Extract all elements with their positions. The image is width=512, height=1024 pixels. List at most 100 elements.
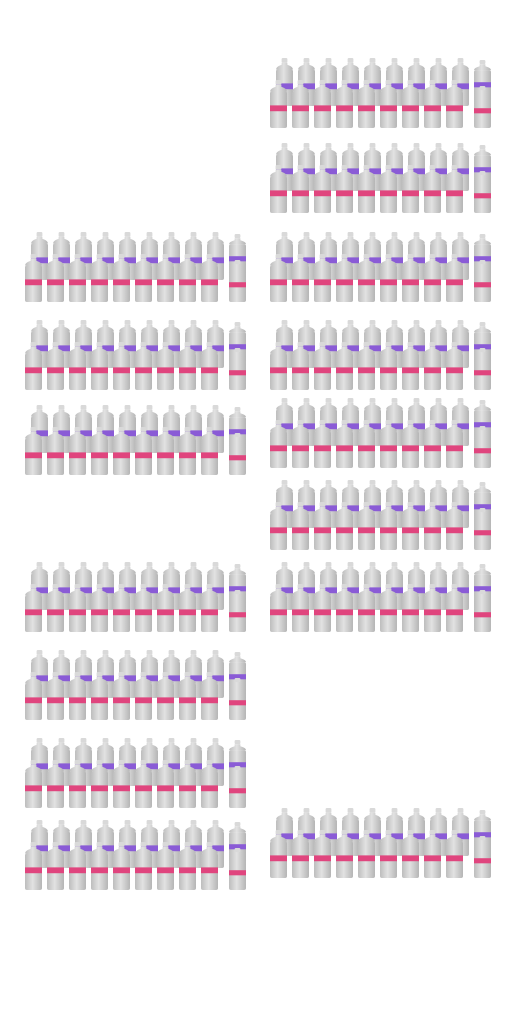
bottle-front	[69, 254, 86, 302]
bottle-front	[25, 427, 42, 475]
bottle-front	[47, 672, 64, 720]
bottle-front	[157, 672, 174, 720]
bottle-front	[179, 584, 196, 632]
bottle-front	[446, 165, 463, 213]
bottle-front	[446, 254, 463, 302]
bottle-front	[47, 584, 64, 632]
bottle-front	[314, 584, 331, 632]
bottle-front	[135, 342, 152, 390]
bottle-front	[25, 584, 42, 632]
bottle-front	[91, 760, 108, 808]
bottle-front	[380, 80, 397, 128]
bottle-side-front	[229, 348, 246, 390]
left-block-6	[25, 738, 246, 808]
bottle-front	[157, 342, 174, 390]
bottle-front	[25, 672, 42, 720]
bottle-front	[424, 830, 441, 878]
bottle-front	[336, 584, 353, 632]
bottle-front	[380, 830, 397, 878]
left-block-5	[25, 650, 246, 720]
bottle-front	[380, 584, 397, 632]
bottle-front	[446, 80, 463, 128]
bottle-side-front	[474, 836, 491, 878]
bottle-front	[358, 80, 375, 128]
right-block-1	[270, 58, 491, 128]
bottle-front	[424, 502, 441, 550]
bottle-front	[25, 342, 42, 390]
bottle-front	[201, 672, 218, 720]
bottle-front	[402, 502, 419, 550]
bottle-front	[69, 342, 86, 390]
bottle-front	[91, 842, 108, 890]
bottle-front	[69, 760, 86, 808]
bottle-front	[402, 420, 419, 468]
bottle-front	[358, 254, 375, 302]
bottle-side-front	[229, 590, 246, 632]
bottle-front	[358, 502, 375, 550]
bottle-front	[402, 165, 419, 213]
left-block-2	[25, 320, 246, 390]
bottle-front	[314, 165, 331, 213]
bottle-front	[314, 254, 331, 302]
bottle-side-front	[229, 260, 246, 302]
bottle-front	[113, 760, 130, 808]
bottle-front	[292, 830, 309, 878]
bottle-front	[270, 584, 287, 632]
bottle-front	[201, 584, 218, 632]
bottle-front	[402, 254, 419, 302]
bottle-front	[358, 165, 375, 213]
bottle-front	[358, 342, 375, 390]
bottle-side-front	[474, 426, 491, 468]
bottle-front	[314, 502, 331, 550]
bottle-side-front	[474, 508, 491, 550]
bottle-front	[270, 342, 287, 390]
bottle-front	[314, 342, 331, 390]
right-block-2	[270, 143, 491, 213]
bottle-front	[135, 427, 152, 475]
bottle-front	[270, 254, 287, 302]
bottle-front	[47, 842, 64, 890]
bottle-front	[157, 584, 174, 632]
bottle-front	[113, 672, 130, 720]
bottle-front	[157, 254, 174, 302]
bottle-front	[336, 342, 353, 390]
bottle-front	[314, 830, 331, 878]
bottle-front	[113, 254, 130, 302]
bottle-front	[69, 427, 86, 475]
bottle-front	[424, 584, 441, 632]
left-block-1	[25, 232, 246, 302]
right-block-5	[270, 398, 491, 468]
bottle-front	[380, 165, 397, 213]
bottle-front	[336, 254, 353, 302]
bottle-front	[424, 80, 441, 128]
bottle-front	[179, 427, 196, 475]
bottle-front	[179, 760, 196, 808]
bottle-front	[47, 342, 64, 390]
bottle-front	[69, 584, 86, 632]
bottle-blocks	[25, 58, 491, 890]
bottle-front	[358, 584, 375, 632]
bottle-front	[446, 342, 463, 390]
bottle-front	[91, 584, 108, 632]
bottle-side-front	[229, 433, 246, 475]
bottle-front	[47, 254, 64, 302]
bottle-front	[47, 760, 64, 808]
right-block-8	[270, 808, 491, 878]
bottle-front	[292, 80, 309, 128]
bottle-front	[201, 427, 218, 475]
bottle-side-front	[474, 590, 491, 632]
bottle-front	[336, 165, 353, 213]
right-block-7	[270, 562, 491, 632]
bottle-front	[292, 165, 309, 213]
bottle-front	[201, 760, 218, 808]
bottle-back	[97, 320, 114, 368]
bottle-front	[91, 672, 108, 720]
bottle-front	[380, 502, 397, 550]
bottle-front	[179, 672, 196, 720]
bottle-front	[402, 584, 419, 632]
bottle-front	[292, 420, 309, 468]
bottle-side-front	[229, 678, 246, 720]
bottle-front	[179, 254, 196, 302]
bottle-front	[380, 254, 397, 302]
